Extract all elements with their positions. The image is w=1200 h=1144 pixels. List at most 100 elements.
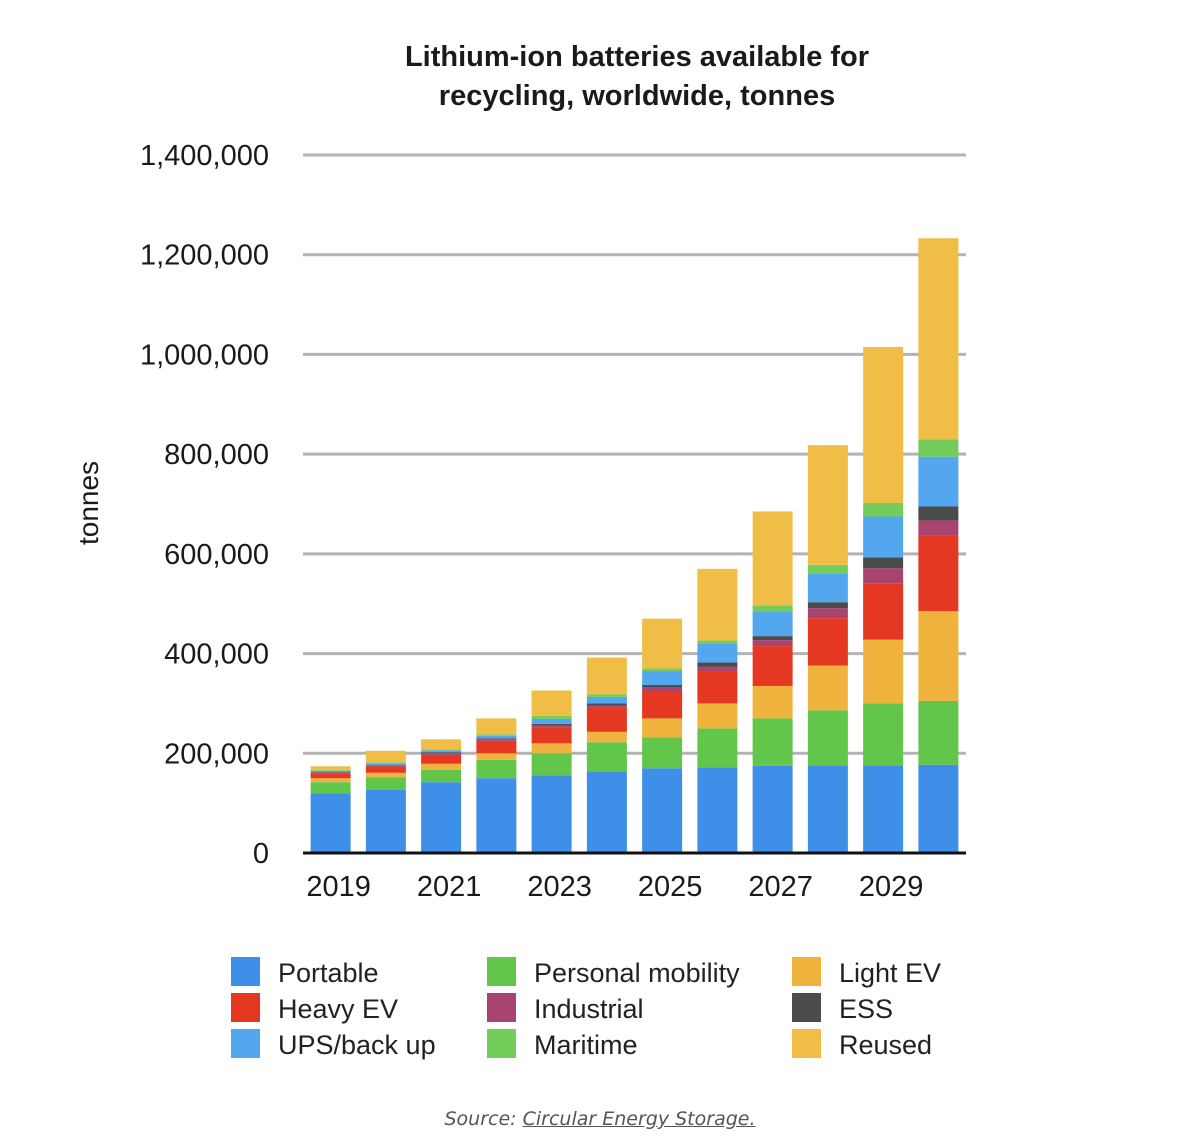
bar-segment	[697, 728, 738, 768]
bar-segment	[531, 753, 572, 776]
legend-item: Light EV	[792, 957, 941, 988]
bar-segment	[642, 768, 683, 853]
bar-segment	[918, 700, 959, 765]
bar-segment	[752, 605, 793, 612]
x-tick-label: 2027	[748, 871, 813, 903]
bar-segment	[476, 735, 517, 739]
bar-segment	[642, 686, 683, 691]
bar-segment	[752, 765, 793, 853]
bar-segment	[752, 685, 793, 719]
legend-swatch	[487, 993, 516, 1022]
bar-segment	[531, 718, 572, 724]
bar-segment	[752, 611, 793, 637]
y-tick-label: 600,000	[164, 539, 269, 571]
legend-item: UPS/back up	[231, 1029, 436, 1060]
bar-stack-2024	[586, 657, 627, 853]
bar-segment	[586, 731, 627, 743]
y-axis-label: tonnes	[73, 461, 104, 545]
bar-segment	[586, 705, 627, 708]
x-tick-label: 2023	[527, 871, 592, 903]
bar-segment	[365, 763, 406, 765]
bar-segment	[863, 583, 904, 640]
bar-segment	[863, 765, 904, 853]
bar-segment	[365, 777, 406, 790]
bar-stack-2030	[918, 238, 959, 853]
gridlines	[303, 153, 966, 755]
bar-segment	[697, 671, 738, 704]
x-tick-label: 2019	[306, 871, 371, 903]
bar-segment	[586, 707, 627, 732]
bar-segment	[918, 520, 959, 536]
y-tick-label: 1,000,000	[140, 339, 269, 371]
bar-segment	[365, 762, 406, 764]
bar-segment	[642, 718, 683, 738]
source-link[interactable]: Circular Energy Storage.	[522, 1108, 756, 1130]
legend-swatch	[792, 1029, 821, 1058]
bar-segment	[421, 782, 462, 853]
y-tick-label: 200,000	[164, 738, 269, 770]
source-prefix: Source:	[444, 1108, 523, 1130]
bar-segment	[531, 715, 572, 719]
bar-segment	[531, 775, 572, 853]
legend-item: ESS	[792, 993, 893, 1024]
bar-stack-2021	[421, 739, 462, 853]
legend-label: Personal mobility	[534, 958, 740, 988]
bar-segment	[476, 740, 517, 754]
bar-segment	[531, 727, 572, 744]
bar-segment	[586, 694, 627, 697]
bar-segment	[586, 771, 627, 853]
bar-segment	[310, 793, 351, 853]
bar-segment	[586, 657, 627, 695]
legend-label: Light EV	[839, 958, 941, 988]
bar-segment	[863, 346, 904, 504]
bars	[310, 238, 959, 853]
bar-segment	[807, 608, 848, 619]
bar-segment	[863, 557, 904, 569]
bar-segment	[476, 759, 517, 779]
bar-segment	[421, 763, 462, 770]
bar-segment	[807, 765, 848, 853]
legend-item: Heavy EV	[231, 993, 398, 1024]
bar-segment	[642, 684, 683, 687]
bar-segment	[697, 666, 738, 672]
bar-segment	[310, 778, 351, 783]
bar-segment	[918, 439, 959, 457]
bar-segment	[807, 602, 848, 609]
bar-segment	[421, 739, 462, 750]
bar-segment	[365, 789, 406, 853]
bar-segment	[918, 238, 959, 440]
legend-item: Portable	[231, 957, 379, 988]
y-axis-ticks: 0 200,000 400,000 600,000 800,000 1,000,000 1,…	[140, 140, 269, 870]
bar-segment	[476, 778, 517, 853]
legend-label: Reused	[839, 1030, 932, 1060]
legend-swatch	[487, 957, 516, 986]
bar-segment	[807, 573, 848, 603]
legend-item: Maritime	[487, 1029, 638, 1060]
bar-segment	[863, 639, 904, 704]
bar-segment	[586, 742, 627, 772]
chart-title: Lithium-ion batteries available for recy…	[405, 41, 869, 112]
bar-segment	[918, 456, 959, 507]
x-tick-label: 2029	[859, 871, 924, 903]
bar-segment	[918, 611, 959, 701]
bar-segment	[310, 772, 351, 774]
legend-swatch	[487, 1029, 516, 1058]
source-note: Source: Circular Energy Storage.	[0, 1108, 1200, 1130]
bar-segment	[531, 723, 572, 726]
legend-swatch	[231, 1029, 260, 1058]
bar-stack-2023	[531, 690, 572, 853]
y-tick-label: 1,200,000	[140, 240, 269, 272]
bar-segment	[476, 738, 517, 740]
legend-item: Industrial	[487, 993, 644, 1024]
bar-segment	[863, 703, 904, 766]
bar-stack-2026	[697, 568, 738, 853]
y-tick-label: 1,400,000	[140, 140, 269, 172]
bar-segment	[697, 703, 738, 729]
legend-label: Heavy EV	[278, 994, 398, 1024]
legend: Portable Heavy EV UPS/back up Personal mobi…	[231, 957, 941, 1060]
bar-segment	[421, 754, 462, 764]
bar-segment	[697, 662, 738, 667]
bar-segment	[918, 506, 959, 521]
bar-segment	[476, 753, 517, 760]
